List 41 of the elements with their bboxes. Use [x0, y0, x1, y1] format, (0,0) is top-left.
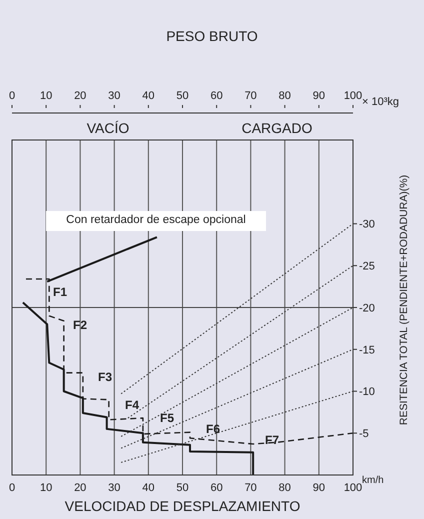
x2-tick-label: 30 — [108, 90, 120, 102]
x2-tick-label: 80 — [278, 90, 291, 102]
annotation: F1 — [53, 285, 68, 299]
x2-axis-title: × 10³kg — [362, 96, 399, 108]
annotation: F7 — [265, 433, 280, 447]
x-tick-label: 60 — [210, 482, 223, 494]
y-axis-title: RESITENCIA TOTAL (PENDIENTE+RODADURA)(%) — [398, 174, 410, 426]
y-tick-label: -25 — [359, 260, 375, 273]
x-tick-label: 50 — [176, 482, 189, 494]
x-tick-label: 20 — [74, 482, 86, 494]
text: km/h — [362, 475, 385, 486]
x-tick-label: 100 — [344, 482, 362, 494]
x2-tick-label: 100 — [344, 90, 362, 102]
annotation: F4 — [125, 398, 140, 412]
x-tick-label: 80 — [278, 482, 291, 494]
text: CARGADO — [240, 120, 314, 136]
text: VACÍO — [86, 120, 130, 136]
x2-tick-label: 10 — [40, 90, 52, 102]
y-tick-label: -15 — [359, 344, 375, 356]
x-tick-label: 90 — [312, 482, 326, 494]
x-tick-label: 40 — [142, 482, 155, 494]
x2-tick-label: 0 — [8, 90, 16, 102]
y-tick-label: -10 — [359, 386, 375, 398]
x2-tick-label: 50 — [176, 90, 189, 102]
x-tick-label: 10 — [40, 482, 52, 494]
x-axis-title: VELOCIDAD DE DESPLAZAMIENTO — [64, 498, 302, 514]
annotation: Con retardador de escape opcional — [65, 214, 247, 226]
chart-title: PESO BRUTO — [165, 28, 259, 44]
x2-tick-label: 40 — [142, 90, 155, 102]
x2-tick-label: 60 — [210, 90, 223, 102]
x2-tick-label: 70 — [244, 90, 257, 102]
annotation: F3 — [98, 370, 114, 384]
annotation: F5 — [160, 411, 176, 425]
y-tick-label: -30 — [359, 218, 375, 231]
y-tick-label: -5 — [359, 428, 369, 440]
y-tick-label: -20 — [359, 302, 375, 314]
x-tick-label: 70 — [244, 482, 257, 494]
x2-tick-label: 20 — [74, 90, 86, 102]
x-tick-label: 0 — [8, 482, 16, 494]
x2-tick-label: 90 — [312, 90, 326, 102]
x-tick-label: 30 — [108, 482, 120, 494]
